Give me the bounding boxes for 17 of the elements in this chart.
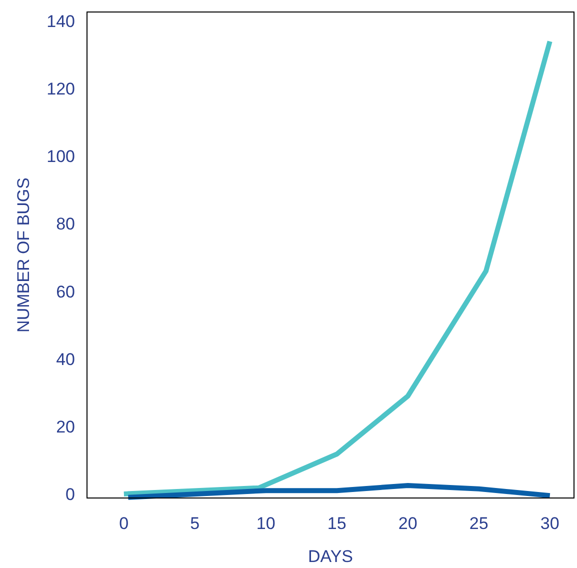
x-tick-label: 0 bbox=[119, 514, 129, 533]
y-tick-label: 80 bbox=[56, 214, 75, 234]
y-tick-label: 40 bbox=[56, 350, 75, 369]
x-axis-title: DAYS bbox=[308, 547, 354, 566]
x-tick-label: 15 bbox=[327, 514, 346, 533]
x-tick-label: 5 bbox=[190, 514, 200, 533]
y-tick-label: 60 bbox=[56, 282, 75, 302]
x-tick-label: 30 bbox=[540, 514, 560, 533]
y-axis-title: NUMBER OF BUGS bbox=[14, 178, 33, 332]
x-tick-label: 20 bbox=[398, 514, 418, 533]
y-tick-label: 100 bbox=[46, 147, 75, 166]
y-tick-label: 20 bbox=[56, 417, 75, 436]
y-tick-label: 120 bbox=[46, 80, 75, 99]
x-tick-label: 10 bbox=[256, 514, 276, 533]
y-tick-label: 0 bbox=[66, 484, 75, 504]
x-tick-label: 25 bbox=[469, 514, 488, 533]
y-tick-label: 140 bbox=[46, 12, 75, 32]
